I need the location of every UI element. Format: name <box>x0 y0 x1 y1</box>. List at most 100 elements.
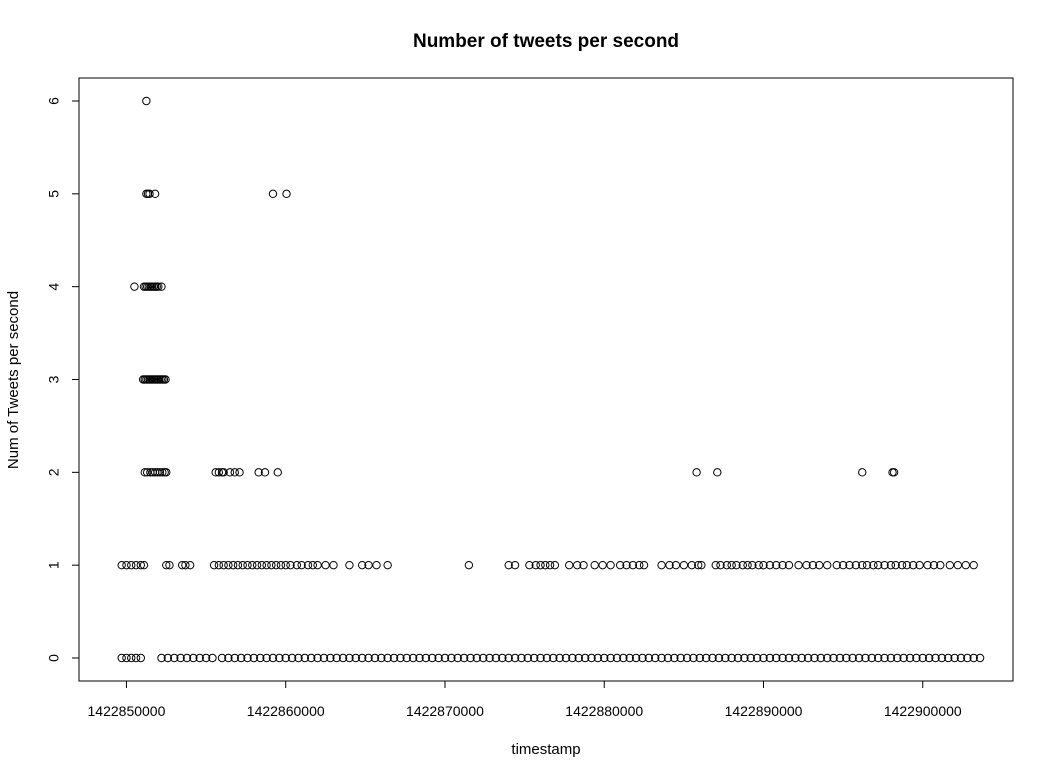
data-point <box>262 560 271 570</box>
data-point <box>716 560 725 570</box>
y-axis: 0 1 2 3 4 5 6 <box>46 97 80 662</box>
x-tick-label: 1422880000 <box>565 703 643 719</box>
x-tick-label: 1422890000 <box>725 703 803 719</box>
data-point <box>504 560 513 570</box>
data-point <box>225 468 235 477</box>
data-point <box>924 653 934 663</box>
data-point <box>580 653 590 663</box>
data-point <box>219 560 228 570</box>
data-point <box>313 653 322 663</box>
data-point <box>619 653 628 663</box>
data-point <box>823 653 832 663</box>
data-point <box>321 560 330 570</box>
data-point <box>176 653 185 663</box>
data-point <box>161 375 170 384</box>
data-point <box>711 560 720 570</box>
data-point <box>372 560 381 570</box>
data-point <box>829 653 838 663</box>
data-point <box>778 653 787 663</box>
data-point <box>929 560 939 570</box>
data-point <box>287 653 297 663</box>
data-point <box>772 560 781 570</box>
data-point <box>542 653 552 663</box>
data-point <box>428 653 437 663</box>
data-point <box>784 560 794 570</box>
data-point <box>676 653 685 663</box>
data-point <box>142 468 152 477</box>
data-point <box>550 560 560 570</box>
x-tick-label: 1422850000 <box>88 703 166 719</box>
data-point <box>748 560 757 570</box>
data-point <box>157 653 166 663</box>
data-point <box>136 560 145 570</box>
data-point <box>150 189 160 199</box>
data-point <box>565 560 574 570</box>
data-point <box>861 653 870 663</box>
data-point <box>536 653 545 663</box>
data-point <box>228 560 238 570</box>
data-point <box>694 560 703 570</box>
data-point <box>778 560 787 570</box>
data-point <box>273 468 282 477</box>
data-point <box>714 653 724 663</box>
data-point <box>854 653 864 663</box>
data-point <box>568 653 577 663</box>
y-tick-label: 1 <box>46 561 62 569</box>
data-point <box>345 560 354 570</box>
data-point <box>332 653 341 663</box>
data-point <box>541 560 550 570</box>
data-point <box>345 653 354 663</box>
data-point <box>329 560 338 570</box>
data-point <box>504 653 513 663</box>
data-point <box>772 653 781 663</box>
data-point <box>545 560 555 570</box>
data-point <box>721 653 730 663</box>
data-point <box>628 560 638 570</box>
data-point <box>713 468 722 477</box>
data-point <box>252 560 262 570</box>
data-point <box>606 560 615 570</box>
data-point <box>510 653 520 663</box>
data-point <box>282 189 291 199</box>
data-point <box>248 560 257 570</box>
data-point <box>154 282 163 291</box>
data-point <box>139 560 149 570</box>
data-point <box>953 560 962 570</box>
data-point <box>918 653 927 663</box>
data-point <box>243 653 252 663</box>
data-point <box>815 560 824 570</box>
data-point <box>297 560 306 570</box>
data-point <box>740 653 749 663</box>
data-point <box>572 560 582 570</box>
data-point <box>236 653 246 663</box>
data-point <box>453 653 462 663</box>
data-point <box>651 653 660 663</box>
data-point <box>300 653 310 663</box>
data-point <box>808 560 818 570</box>
y-tick-label: 6 <box>46 97 62 105</box>
data-point <box>697 560 706 570</box>
data-point <box>961 560 970 570</box>
data-point <box>211 468 220 477</box>
data-point <box>531 560 540 570</box>
data-point <box>743 560 752 570</box>
data-point <box>249 653 259 663</box>
data-point <box>657 653 666 663</box>
data-point <box>158 468 167 477</box>
data-point <box>679 560 689 570</box>
data-point <box>230 653 239 663</box>
data-point <box>797 653 806 663</box>
data-point <box>178 560 187 570</box>
data-point <box>561 653 571 663</box>
data-point <box>823 560 832 570</box>
data-point <box>727 560 736 570</box>
data-point <box>897 560 907 570</box>
data-point <box>732 560 741 570</box>
data-point <box>308 560 317 570</box>
data-point <box>162 468 171 477</box>
y-tick-label: 4 <box>46 283 62 291</box>
data-point <box>163 653 173 663</box>
data-point <box>893 653 902 663</box>
data-point <box>635 560 644 570</box>
data-point <box>230 468 239 477</box>
